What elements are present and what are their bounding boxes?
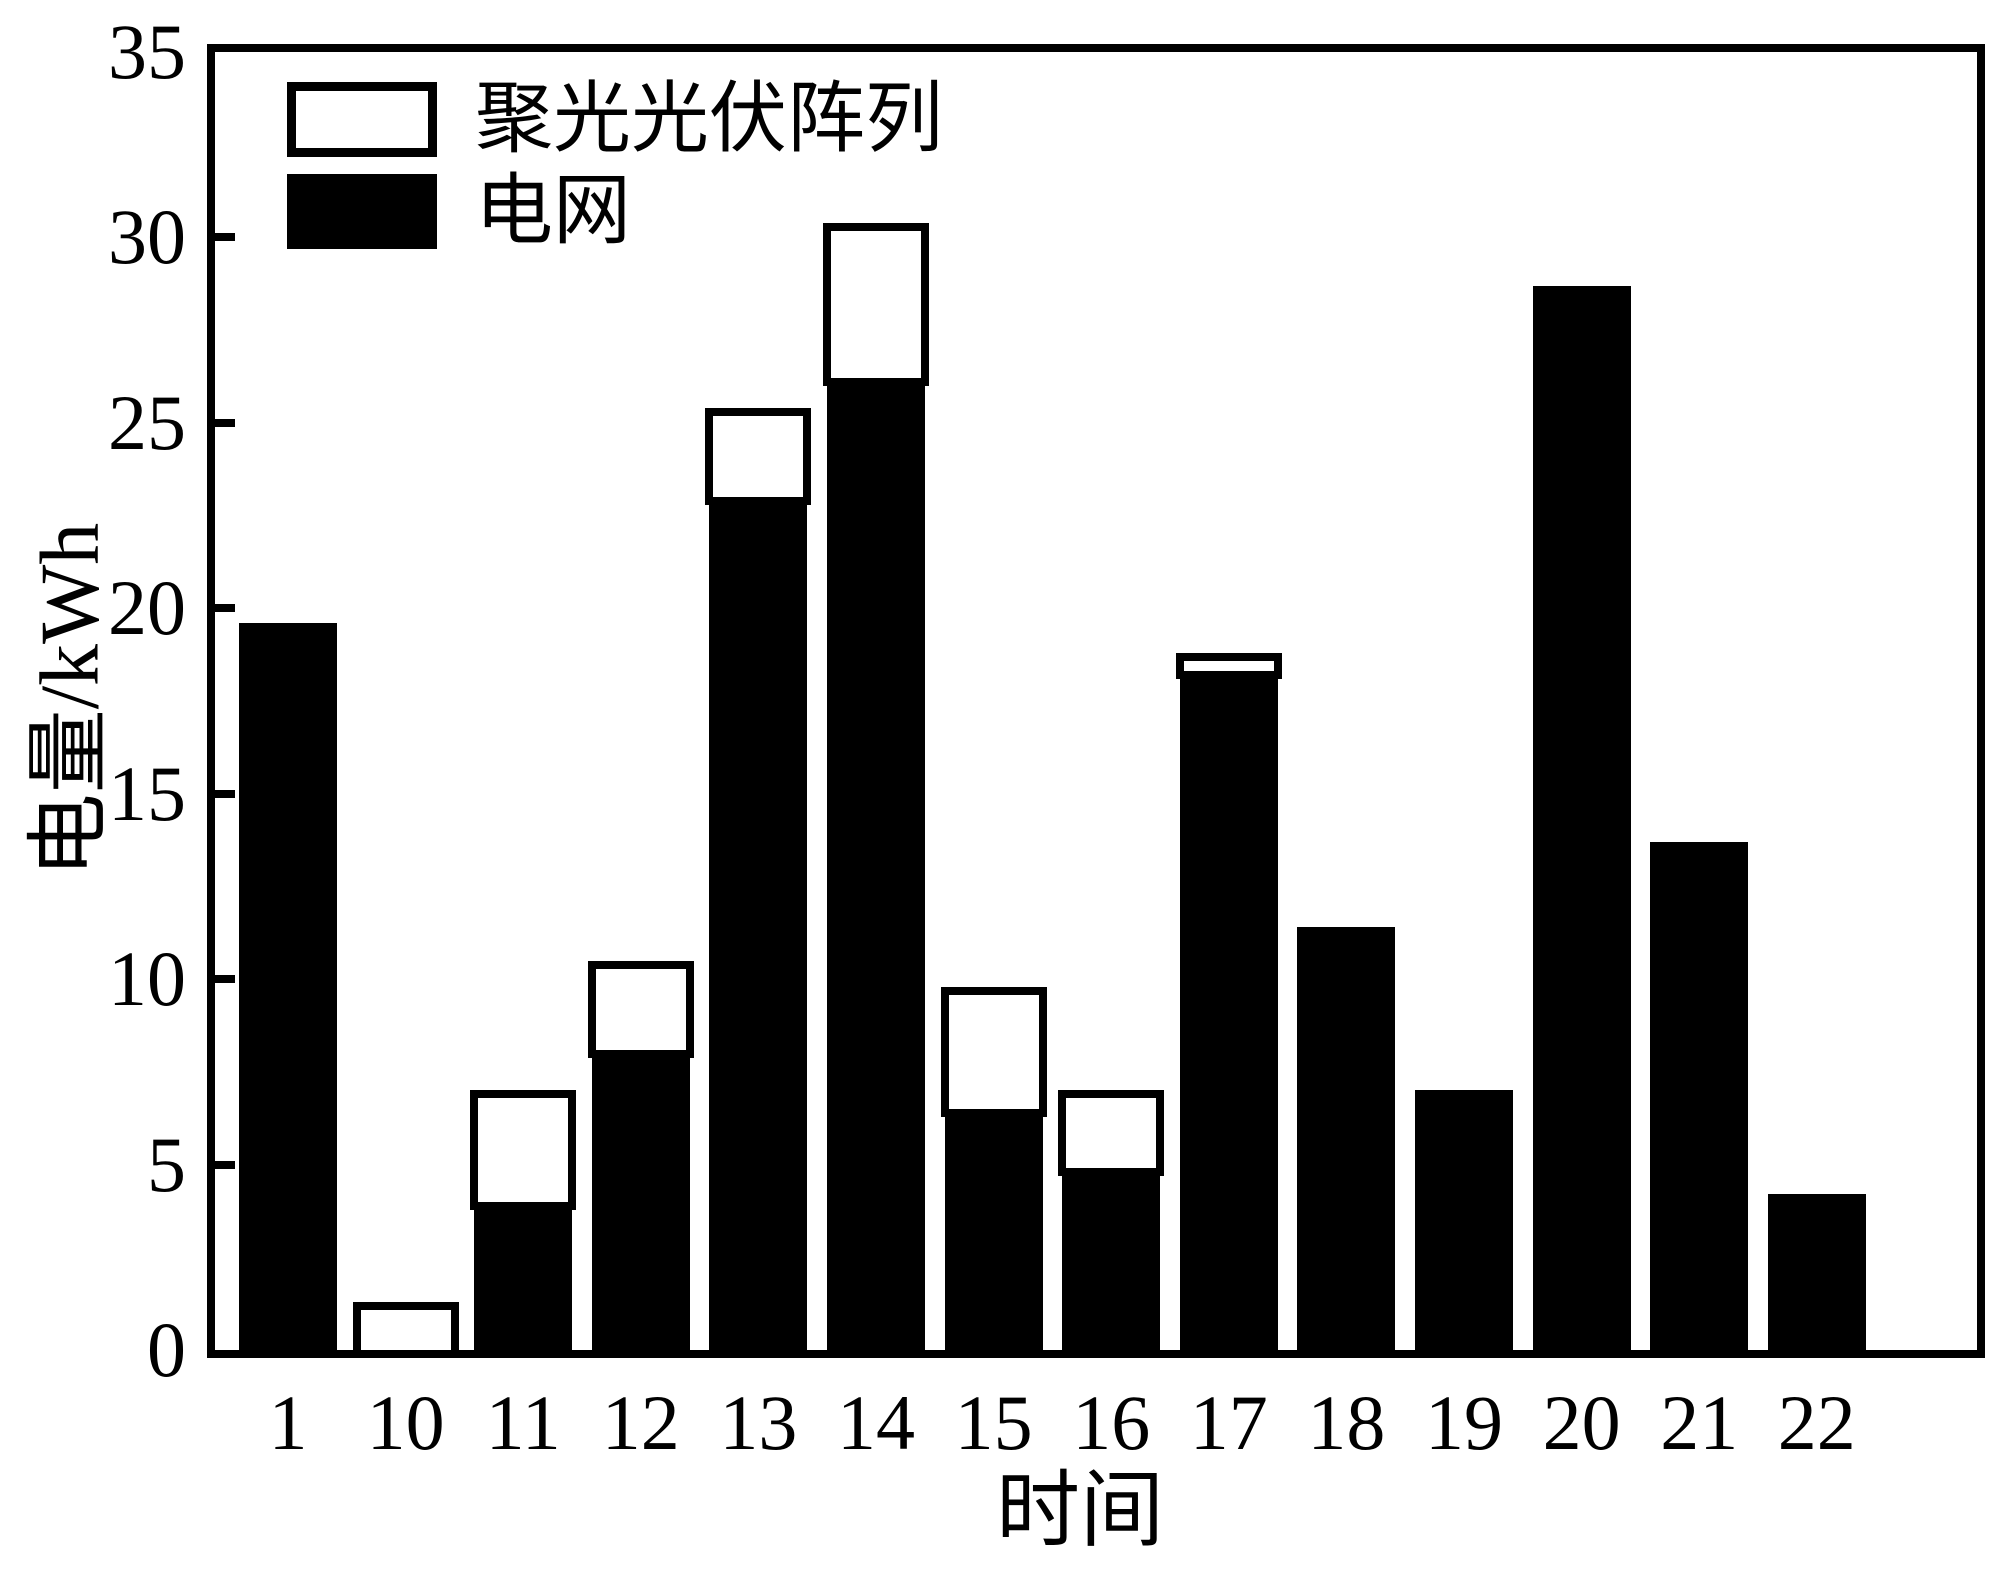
- y-tick-mark-15: [215, 789, 235, 798]
- y-tick-mark-10: [215, 975, 235, 984]
- x-tick-label-1: 1: [268, 1379, 308, 1466]
- y-tick-mark-20: [215, 604, 235, 613]
- x-tick-label-19: 19: [1425, 1379, 1503, 1466]
- bar-grid-14: [827, 378, 925, 1350]
- legend-label-grid: 电网: [475, 167, 632, 254]
- bar-grid-1: [239, 623, 337, 1350]
- legend-label-pv: 聚光光伏阵列: [475, 75, 944, 162]
- y-tick-label-25: 25: [108, 378, 186, 466]
- x-tick-label-10: 10: [366, 1379, 445, 1466]
- bar-grid-15: [944, 1108, 1043, 1350]
- x-tick-label-18: 18: [1307, 1379, 1386, 1466]
- x-tick-label-12: 12: [601, 1379, 680, 1466]
- x-axis-title: 时间: [995, 1465, 1165, 1558]
- bar-pv-14: [823, 222, 929, 387]
- bar-grid-18: [1297, 927, 1396, 1350]
- bar-grid-21: [1650, 841, 1749, 1350]
- bar-pv-17: [1175, 652, 1282, 680]
- bar-grid-11: [474, 1201, 573, 1350]
- bar-grid-17: [1179, 671, 1278, 1350]
- y-tick-mark-5: [215, 1160, 235, 1169]
- x-tick-label-17: 17: [1189, 1379, 1268, 1466]
- y-tick-label-35: 35: [108, 8, 186, 95]
- y-tick-label-30: 30: [108, 193, 186, 281]
- x-tick-label-14: 14: [837, 1379, 915, 1466]
- legend-swatch-white: [287, 81, 437, 157]
- bar-pv-10: [352, 1301, 459, 1358]
- legend: 聚光光伏阵列 电网: [287, 78, 943, 252]
- bar-grid-20: [1532, 285, 1631, 1350]
- y-tick-mark-30: [215, 233, 235, 242]
- bar-grid-19: [1415, 1090, 1513, 1350]
- y-tick-label-10: 10: [108, 935, 186, 1023]
- bar-pv-12: [587, 960, 694, 1058]
- y-tick-label-20: 20: [108, 564, 186, 652]
- bar-grid-13: [709, 497, 808, 1350]
- bar-pv-13: [705, 408, 812, 506]
- bar-grid-22: [1767, 1194, 1866, 1350]
- x-tick-label-20: 20: [1542, 1379, 1621, 1466]
- x-tick-label-15: 15: [954, 1379, 1033, 1466]
- x-tick-label-22: 22: [1777, 1379, 1856, 1466]
- bar-grid-12: [591, 1049, 690, 1350]
- bar-pv-16: [1058, 1090, 1165, 1177]
- x-tick-label-16: 16: [1072, 1379, 1151, 1466]
- legend-item-grid: 电网: [287, 170, 943, 252]
- legend-item-pv: 聚光光伏阵列: [287, 78, 943, 160]
- bar-pv-15: [940, 986, 1047, 1117]
- y-tick-mark-25: [215, 418, 235, 427]
- bar-grid-16: [1062, 1168, 1161, 1350]
- bar-pv-11: [470, 1090, 577, 1210]
- plot-area: 聚光光伏阵列 电网: [207, 44, 1985, 1358]
- x-tick-label-13: 13: [719, 1379, 798, 1466]
- legend-swatch-black: [287, 173, 437, 249]
- y-tick-label-0: 0: [147, 1306, 186, 1393]
- x-tick-label-21: 21: [1660, 1379, 1739, 1466]
- y-tick-label-15: 15: [108, 749, 186, 837]
- y-tick-label-5: 5: [147, 1120, 186, 1208]
- x-tick-label-11: 11: [485, 1379, 561, 1466]
